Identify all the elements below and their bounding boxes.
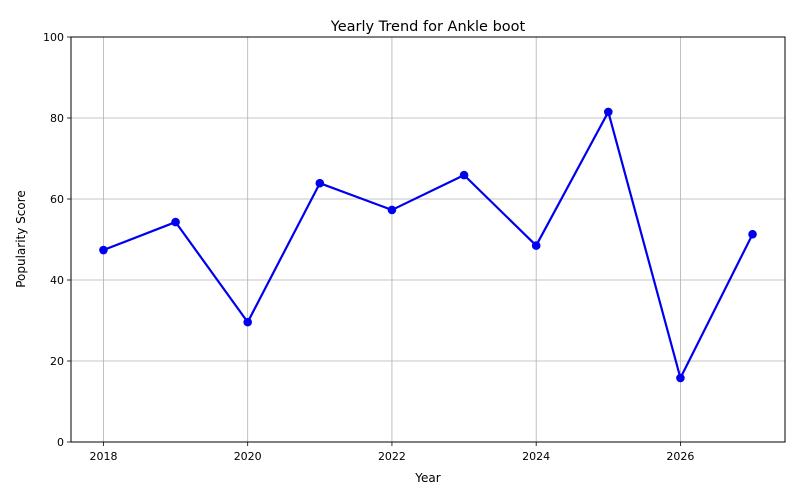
data-point [604,107,613,117]
data-point [387,205,397,215]
x-tick-label: 2024 [522,450,550,463]
data-point [459,170,469,180]
y-tick-label: 20 [50,355,64,368]
x-tick-label: 2026 [666,450,694,463]
plot-frame [70,36,786,443]
data-point [99,245,108,255]
series-layer [99,107,757,383]
data-point [676,373,685,383]
x-axis-ticks: 2018 2020 2022 2024 2026 [89,442,694,463]
y-tick-label: 100 [43,31,64,44]
x-tick-label: 2018 [89,450,117,463]
data-point [243,317,252,327]
y-tick-label: 60 [50,193,64,206]
x-tick-label: 2022 [378,450,406,463]
y-axis-ticks: 0 20 40 60 80 100 [43,31,71,449]
y-tick-label: 40 [50,274,64,287]
data-point [531,241,541,250]
series-line [103,110,754,380]
x-tick-label: 2020 [234,450,262,463]
x-axis-label: Year [414,471,440,485]
data-point [748,229,757,239]
data-point [171,217,180,227]
y-axis-label: Popularity Score [14,190,28,288]
y-tick-label: 80 [50,112,64,125]
y-tick-label: 0 [57,436,64,449]
chart-title: Yearly Trend for Ankle boot [330,19,526,35]
data-point [315,178,325,188]
